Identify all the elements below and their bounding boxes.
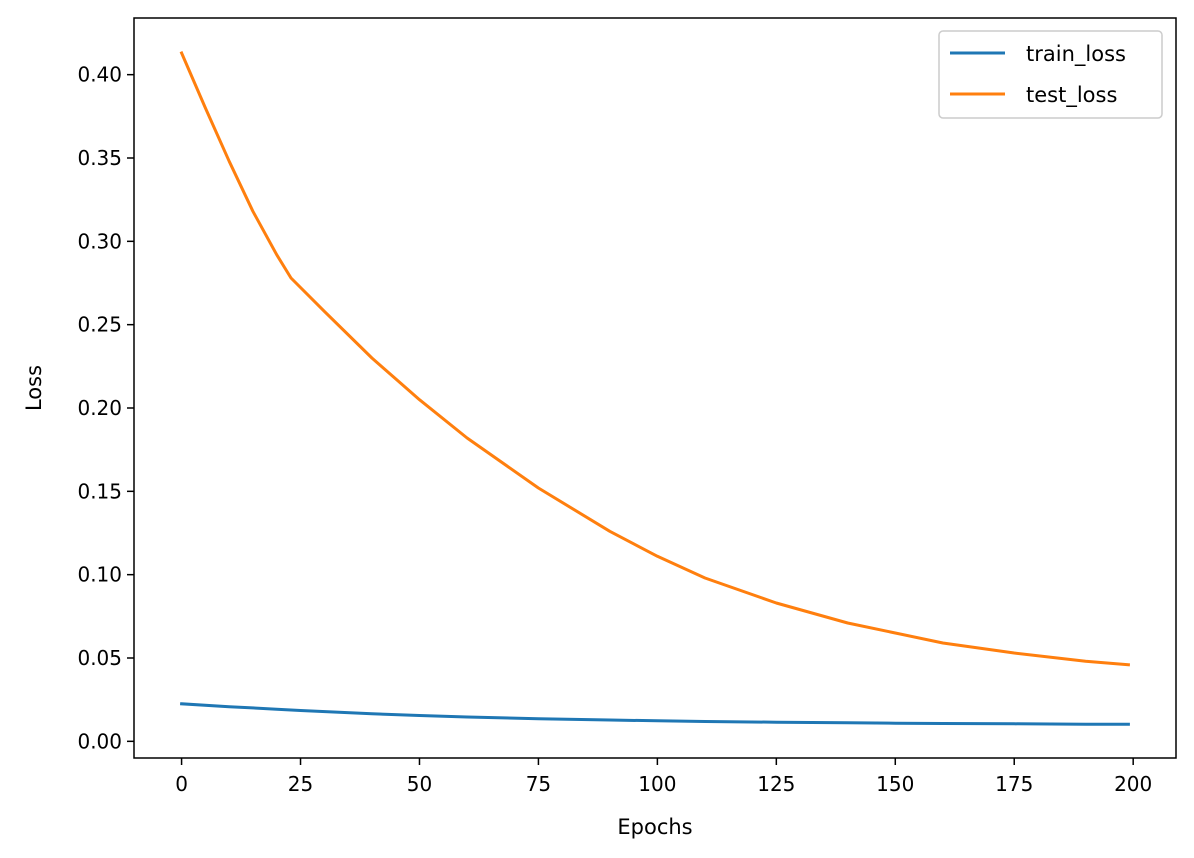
x-tick-label: 175: [995, 772, 1033, 796]
series-line-test-loss: [179, 51, 1131, 667]
y-axis: 0.00 0.05 0.10 0.15 0.20 0.25 0.30 0.35 0.40: [77, 63, 134, 753]
x-tick-label: 0: [175, 772, 188, 796]
x-tick-label: 25: [288, 772, 313, 796]
x-tick-label: 150: [876, 772, 914, 796]
x-tick-label: 200: [1114, 772, 1152, 796]
plot-area: [179, 51, 1131, 726]
legend-label-test-loss: test_loss: [1026, 83, 1117, 108]
y-tick-label: 0.40: [77, 63, 122, 87]
x-axis: 0 25 50 75 100 125 150 175 200: [175, 758, 1152, 796]
y-tick-label: 0.15: [77, 479, 122, 503]
plot-frame: [133, 17, 1177, 759]
x-tick-label: 100: [638, 772, 676, 796]
y-tick-label: 0.00: [77, 729, 122, 753]
y-tick-label: 0.10: [77, 563, 122, 587]
y-tick-label: 0.35: [77, 146, 122, 170]
legend-label-train-loss: train_loss: [1026, 42, 1126, 67]
y-tick-label: 0.20: [77, 396, 122, 420]
y-tick-label: 0.25: [77, 313, 122, 337]
y-tick-label: 0.30: [77, 229, 122, 253]
series-line-train-loss: [180, 702, 1130, 726]
x-tick-label: 75: [526, 772, 551, 796]
y-tick-label: 0.05: [77, 646, 122, 670]
x-axis-label: Epochs: [617, 815, 692, 839]
x-tick-label: 50: [407, 772, 432, 796]
y-axis-label: Loss: [22, 365, 46, 411]
legend: train_loss test_loss: [938, 30, 1163, 119]
x-tick-label: 125: [757, 772, 795, 796]
